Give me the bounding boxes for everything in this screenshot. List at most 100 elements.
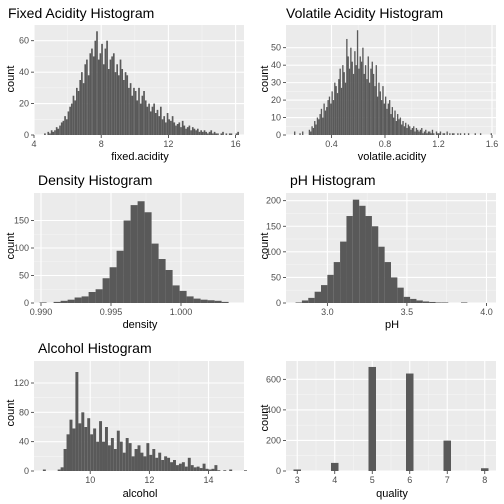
- histogram-bar: [123, 220, 131, 303]
- histogram-bar: [131, 456, 135, 471]
- histogram-bar: [331, 91, 333, 135]
- panel-fixed-acidity: Fixed Acidity Histogram count fixed.acid…: [5, 5, 244, 163]
- histogram-bar: [409, 126, 411, 135]
- histogram-bar: [205, 468, 209, 471]
- histogram-bar: [441, 302, 449, 303]
- histogram-bar: [39, 302, 47, 303]
- histogram-bar: [154, 113, 157, 135]
- histogram-bar: [443, 440, 451, 471]
- histogram-bar: [47, 131, 50, 135]
- histogram-bar: [293, 469, 301, 471]
- histogram-bar: [459, 133, 462, 135]
- histogram-bar: [111, 56, 113, 135]
- histogram-bar: [96, 31, 98, 136]
- histogram-bar: [69, 106, 71, 135]
- histogram-bar: [60, 122, 63, 135]
- histogram-bar: [170, 462, 174, 471]
- histogram-bar: [429, 301, 436, 303]
- histogram-bar: [314, 291, 321, 303]
- histogram-bar: [384, 262, 391, 303]
- histogram-bar: [202, 463, 206, 471]
- histogram-bar: [57, 469, 61, 471]
- histogram-bar: [214, 465, 218, 471]
- histogram-bar: [203, 130, 206, 135]
- histogram-bar: [54, 130, 56, 135]
- histogram-bar: [129, 83, 132, 135]
- panel-quality: count quality 0 200 400 600 3 4 5 6 7 8: [259, 361, 496, 500]
- histogram-bar: [419, 129, 422, 135]
- histogram-bar: [376, 96, 379, 135]
- histogram-bar: [101, 43, 103, 135]
- histogram-bar: [78, 423, 82, 471]
- histogram-bar: [74, 297, 82, 303]
- histogram-bar: [81, 412, 85, 471]
- plot-area: 0 50 100 150 200 3.0 3.5 4.0: [266, 193, 496, 317]
- histogram-bar: [158, 259, 166, 303]
- histogram-bar: [126, 75, 129, 135]
- histogram-bar: [67, 299, 75, 303]
- histogram-bar: [143, 456, 147, 471]
- histogram-bar: [116, 64, 118, 135]
- histogram-bar: [193, 128, 196, 135]
- histogram-bar: [378, 246, 385, 303]
- histogram-bar: [383, 103, 385, 135]
- histogram-bar: [328, 96, 331, 135]
- histogram-bar: [343, 72, 345, 135]
- x-tick-label: 16: [231, 139, 241, 149]
- histogram-bar: [359, 56, 361, 135]
- histogram-bar: [49, 133, 51, 135]
- histogram-bar: [364, 65, 367, 135]
- y-tick-label: 100: [266, 247, 281, 257]
- histogram-bar: [72, 95, 75, 135]
- histogram-bar: [490, 133, 492, 135]
- histogram-bar: [327, 274, 334, 303]
- histogram-bar: [423, 131, 426, 135]
- histogram-bar: [137, 445, 141, 471]
- histogram-bar: [346, 216, 353, 303]
- histogram-bar: [326, 107, 328, 135]
- histogram-bar: [393, 117, 395, 135]
- histogram-bar: [158, 452, 162, 471]
- histogram-bar: [387, 103, 389, 135]
- histogram-bar: [123, 80, 125, 135]
- x-tick-label: 3.5: [401, 307, 414, 317]
- histogram-bar: [333, 262, 341, 303]
- histogram-bar: [153, 103, 155, 135]
- histogram-bar: [143, 91, 145, 135]
- histogram-bar: [42, 469, 46, 471]
- histogram-bar: [451, 133, 454, 135]
- histogram-bar: [457, 133, 459, 135]
- histogram-bar: [401, 124, 403, 135]
- histogram-bar: [356, 30, 359, 135]
- histogram-bar: [446, 131, 448, 135]
- x-tick-label: 0.995: [100, 307, 123, 317]
- histogram-bar: [181, 120, 184, 135]
- histogram-bar: [134, 449, 138, 471]
- histogram-bar: [237, 131, 239, 135]
- histogram-bar: [208, 469, 212, 471]
- histogram-bar: [334, 82, 336, 135]
- histogram-bar: [171, 116, 174, 135]
- x-tick-label: 1.6: [486, 139, 499, 149]
- y-tick-label: 0: [276, 466, 281, 476]
- histogram-bar: [336, 93, 339, 135]
- histogram-bar: [55, 127, 58, 135]
- histogram-bar: [173, 460, 176, 471]
- histogram-bar: [106, 40, 108, 135]
- y-axis-label: count: [5, 233, 17, 260]
- histogram-bar: [64, 116, 66, 135]
- histogram-bar: [170, 120, 172, 135]
- histogram-bar: [140, 452, 144, 471]
- histogram-bar: [60, 467, 64, 471]
- histogram-bar: [81, 296, 89, 303]
- x-tick-label: 12: [163, 139, 173, 149]
- histogram-bar: [223, 470, 227, 471]
- histogram-bar: [163, 116, 166, 135]
- y-tick-label: 400: [266, 405, 281, 415]
- histogram-bar: [217, 133, 219, 135]
- histogram-bar: [102, 278, 110, 303]
- histogram-bar: [193, 298, 201, 303]
- histogram-bar: [97, 59, 100, 136]
- histogram-bar: [391, 277, 398, 303]
- histogram-bar: [62, 120, 65, 135]
